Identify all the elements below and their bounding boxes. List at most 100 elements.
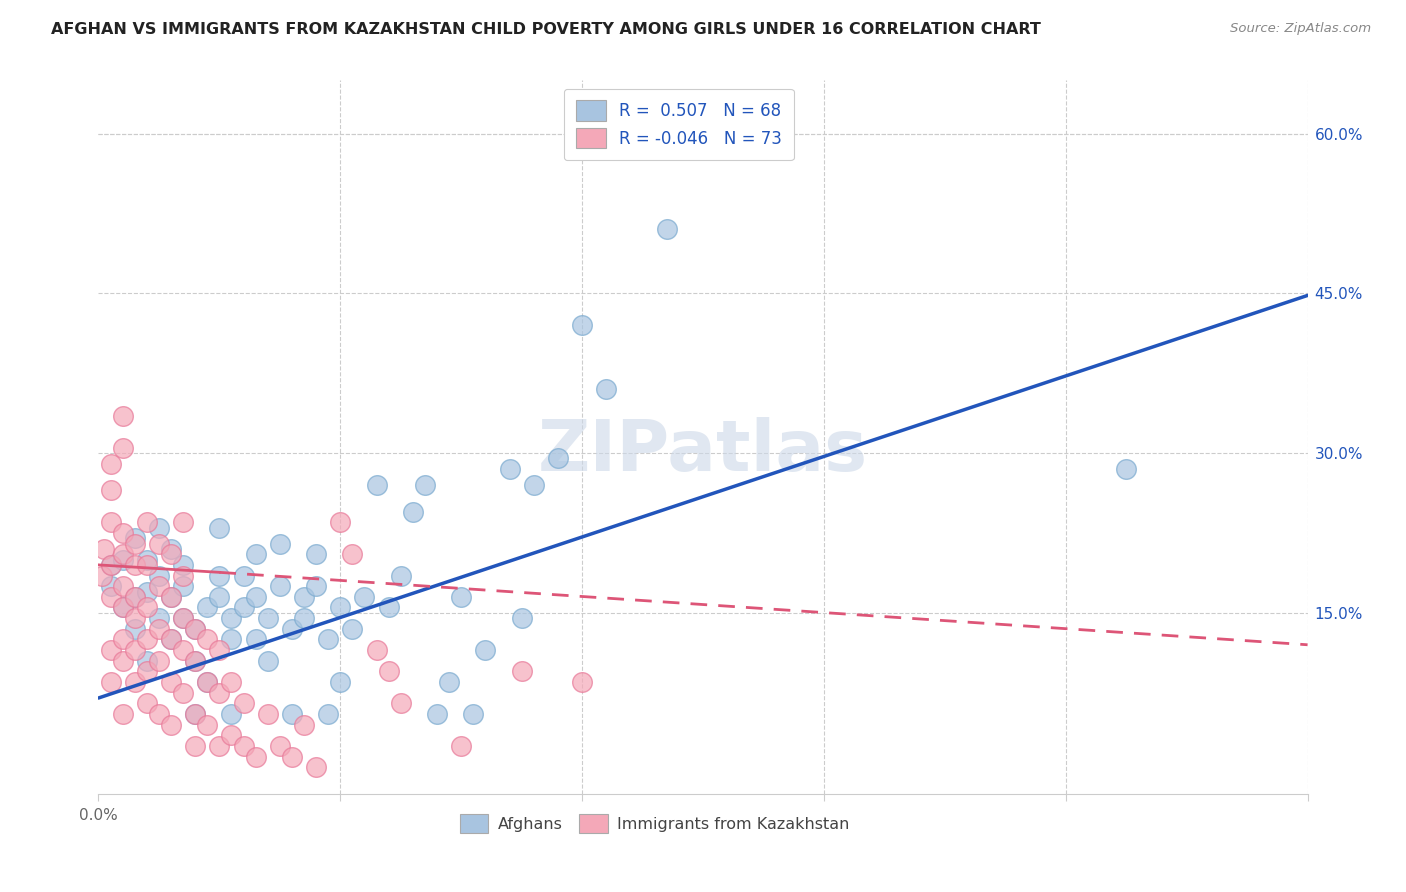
Point [523, 478, 546, 492]
Point [148, 520, 170, 534]
Point [135, 654, 157, 668]
Point [256, 611, 278, 625]
Point [148, 536, 170, 550]
Point [232, 697, 254, 711]
Point [160, 541, 183, 556]
Point [571, 675, 593, 690]
Point [353, 590, 375, 604]
Point [195, 675, 218, 690]
Point [111, 632, 134, 647]
Point [281, 706, 304, 721]
Point [269, 739, 291, 753]
Point [172, 516, 194, 530]
Point [148, 622, 170, 636]
Point [221, 611, 243, 625]
Point [1115, 462, 1137, 476]
Point [184, 654, 207, 668]
Point [389, 697, 412, 711]
Point [463, 706, 485, 721]
Point [124, 590, 146, 604]
Point [135, 516, 157, 530]
Point [111, 600, 134, 615]
Point [450, 739, 472, 753]
Point [148, 611, 170, 625]
Point [571, 318, 593, 333]
Point [124, 558, 146, 572]
Point [655, 222, 678, 236]
Point [221, 632, 243, 647]
Point [269, 579, 291, 593]
Point [100, 516, 122, 530]
Point [160, 632, 183, 647]
Point [160, 547, 183, 561]
Point [100, 579, 122, 593]
Point [172, 568, 194, 582]
Point [135, 697, 157, 711]
Point [111, 579, 134, 593]
Point [305, 579, 328, 593]
Point [377, 600, 399, 615]
Point [124, 675, 146, 690]
Point [316, 706, 339, 721]
Point [184, 622, 207, 636]
Point [93, 541, 115, 556]
Point [232, 739, 254, 753]
Point [208, 520, 231, 534]
Point [329, 675, 352, 690]
Point [91, 568, 114, 582]
Point [124, 531, 146, 545]
Point [100, 558, 122, 572]
Point [256, 654, 278, 668]
Point [342, 622, 364, 636]
Point [124, 622, 146, 636]
Point [100, 483, 122, 498]
Point [547, 451, 569, 466]
Point [184, 706, 207, 721]
Point [111, 441, 134, 455]
Point [498, 462, 520, 476]
Point [426, 706, 449, 721]
Point [377, 665, 399, 679]
Point [245, 590, 267, 604]
Point [160, 675, 183, 690]
Point [437, 675, 460, 690]
Point [195, 675, 218, 690]
Point [450, 590, 472, 604]
Point [208, 568, 231, 582]
Point [160, 590, 183, 604]
Point [148, 568, 170, 582]
Point [221, 706, 243, 721]
Point [111, 654, 134, 668]
Point [221, 728, 243, 742]
Point [208, 643, 231, 657]
Point [148, 579, 170, 593]
Point [316, 632, 339, 647]
Point [305, 547, 328, 561]
Point [510, 611, 533, 625]
Point [413, 478, 436, 492]
Point [366, 478, 388, 492]
Point [195, 632, 218, 647]
Point [124, 611, 146, 625]
Point [124, 643, 146, 657]
Point [160, 717, 183, 731]
Point [402, 505, 425, 519]
Point [595, 382, 617, 396]
Point [100, 590, 122, 604]
Point [100, 558, 122, 572]
Point [281, 749, 304, 764]
Legend: Afghans, Immigrants from Kazakhstan: Afghans, Immigrants from Kazakhstan [453, 807, 856, 839]
Point [124, 590, 146, 604]
Point [232, 568, 254, 582]
Point [389, 568, 412, 582]
Point [135, 552, 157, 566]
Point [111, 600, 134, 615]
Point [111, 409, 134, 423]
Point [208, 686, 231, 700]
Point [111, 525, 134, 540]
Point [172, 611, 194, 625]
Point [221, 675, 243, 690]
Point [172, 686, 194, 700]
Point [160, 590, 183, 604]
Text: Source: ZipAtlas.com: Source: ZipAtlas.com [1230, 22, 1371, 36]
